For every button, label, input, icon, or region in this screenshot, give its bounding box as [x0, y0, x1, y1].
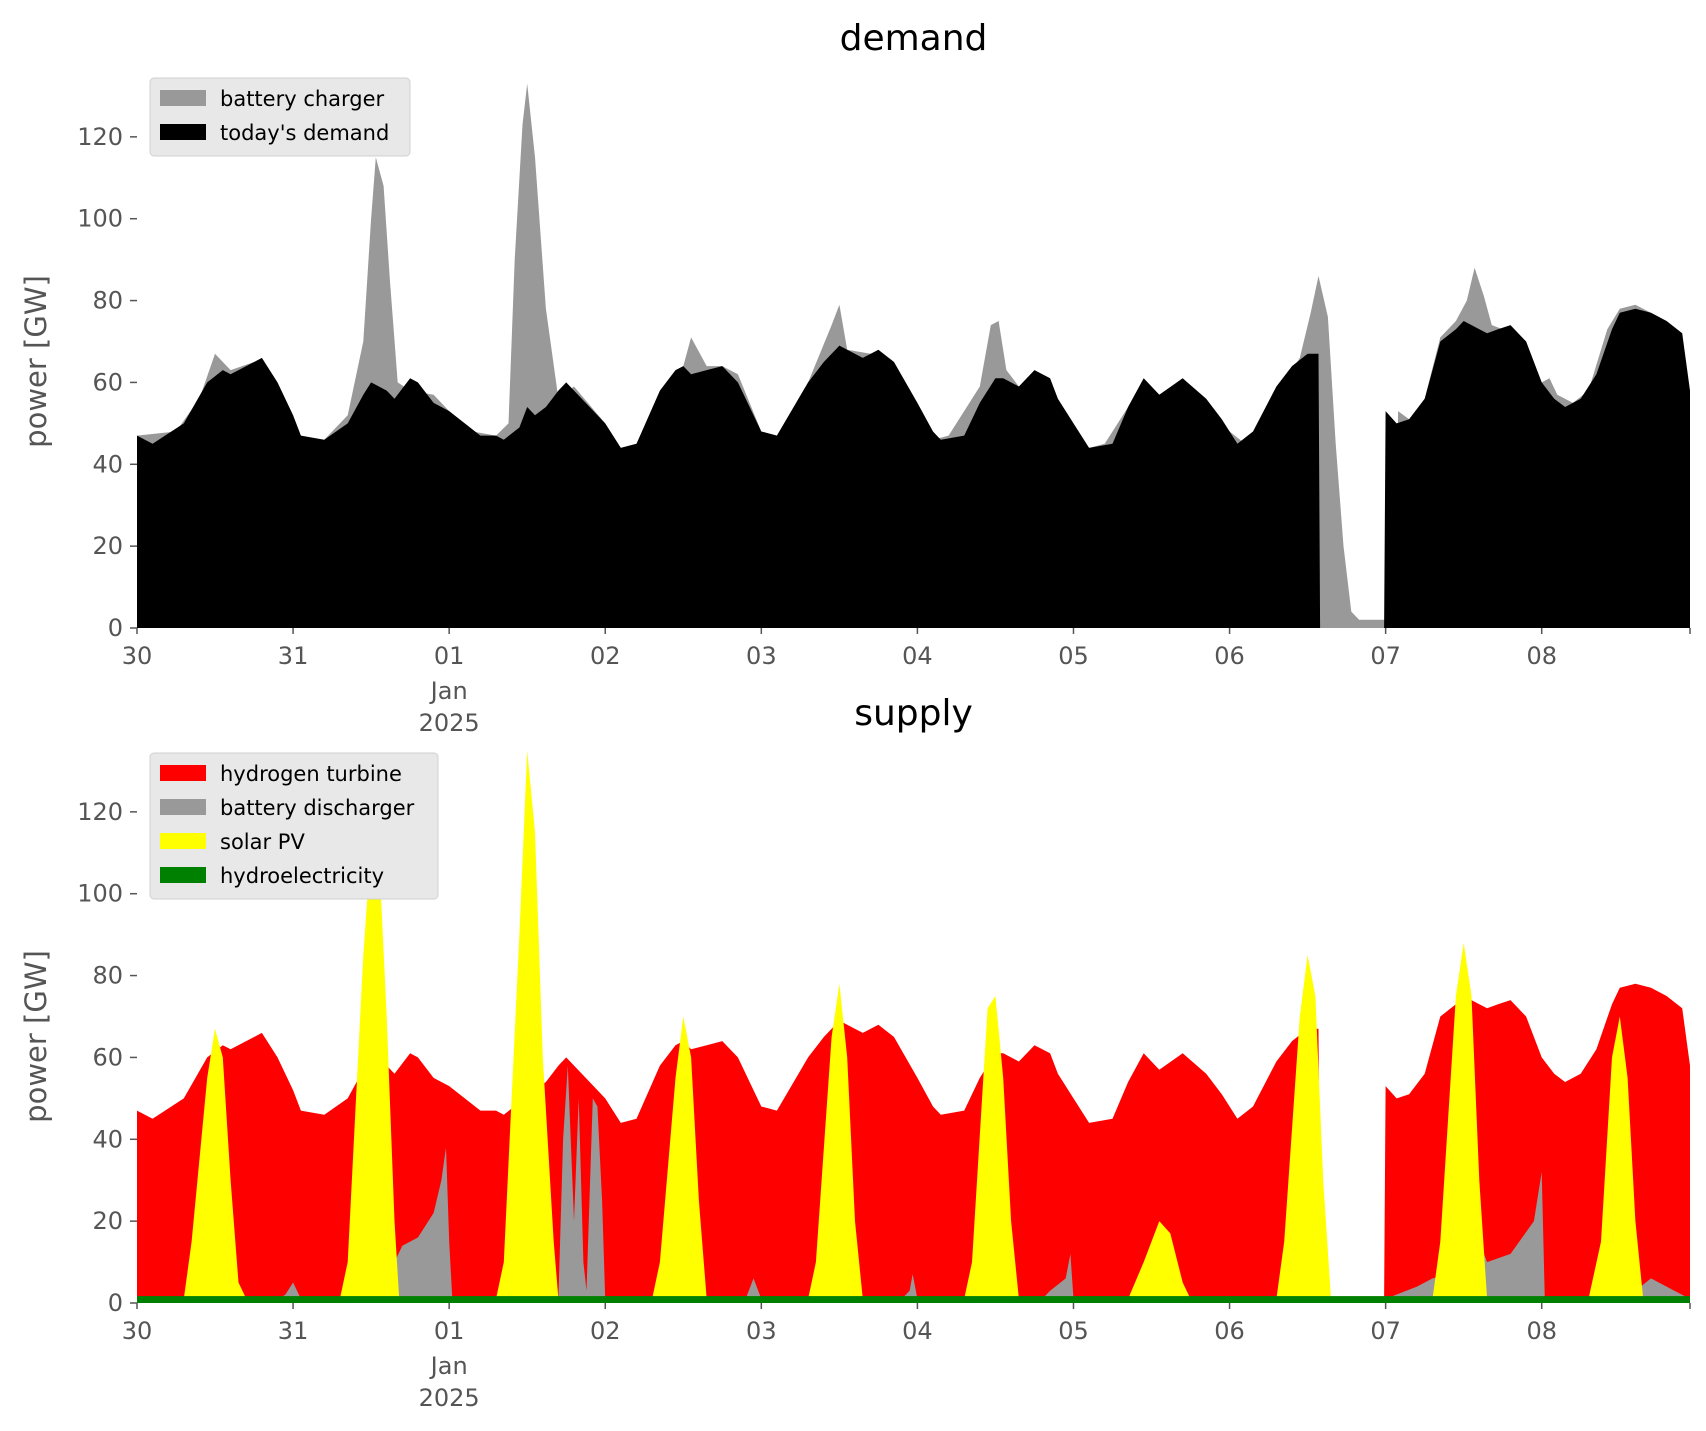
- y-tick-label: 120: [77, 798, 123, 826]
- legend-swatch: [160, 124, 206, 140]
- y-tick-label: 80: [92, 287, 123, 315]
- x-tick-label: 03: [746, 642, 777, 670]
- x-tick-label: 05: [1058, 642, 1089, 670]
- legend-label: today's demand: [220, 121, 389, 145]
- x-tick-label: 06: [1214, 642, 1245, 670]
- x-tick-label: 31: [278, 642, 309, 670]
- x-tick-label: 04: [902, 642, 933, 670]
- y-tick-label: 60: [92, 368, 123, 396]
- series-area-today-s-demand: [137, 308, 1690, 628]
- x-tick-label: 30: [122, 642, 153, 670]
- x-tick-label: 05: [1058, 1317, 1089, 1345]
- x-tick-label: 06: [1214, 1317, 1245, 1345]
- legend-box: [149, 77, 411, 157]
- x-tick-label: 04: [902, 1317, 933, 1345]
- x-tick-label: 08: [1526, 1317, 1557, 1345]
- x-tick-sublabel: Jan: [429, 1352, 468, 1380]
- x-tick-label: 01: [434, 642, 465, 670]
- legend-label: hydroelectricity: [220, 864, 384, 888]
- y-tick-label: 120: [77, 123, 123, 151]
- x-tick-sublabel: 2025: [419, 1384, 480, 1412]
- legend-swatch: [160, 90, 206, 106]
- y-tick-label: 100: [77, 205, 123, 233]
- y-tick-label: 60: [92, 1043, 123, 1071]
- legend-label: battery charger: [220, 87, 385, 111]
- x-tick-label: 31: [278, 1317, 309, 1345]
- x-tick-label: 08: [1526, 642, 1557, 670]
- x-tick-label: 07: [1370, 1317, 1401, 1345]
- legend-swatch: [160, 867, 206, 883]
- legend-swatch: [160, 833, 206, 849]
- y-tick-label: 100: [77, 880, 123, 908]
- y-axis-label: power [GW]: [19, 275, 53, 448]
- chart-title: supply: [854, 693, 973, 734]
- y-tick-label: 40: [92, 1125, 123, 1153]
- x-tick-label: 03: [746, 1317, 777, 1345]
- legend: battery charger today's demand: [149, 77, 411, 157]
- legend-swatch: [160, 765, 206, 781]
- x-tick-label: 02: [590, 642, 621, 670]
- x-tick-label: 07: [1370, 642, 1401, 670]
- legend-box: [149, 752, 439, 900]
- y-axis-label: power [GW]: [19, 950, 53, 1123]
- legend: hydrogen turbine battery discharger solar …: [149, 752, 439, 900]
- y-tick-label: 20: [92, 1207, 123, 1235]
- legend-swatch: [160, 799, 206, 815]
- y-tick-label: 0: [108, 1289, 123, 1317]
- x-tick-label: 01: [434, 1317, 465, 1345]
- x-tick-label: 30: [122, 1317, 153, 1345]
- x-tick-sublabel: Jan: [429, 677, 468, 705]
- series-area-battery-discharger: [137, 1065, 1690, 1303]
- x-tick-label: 02: [590, 1317, 621, 1345]
- chart-title: demand: [840, 18, 988, 59]
- y-tick-label: 20: [92, 532, 123, 560]
- legend-label: hydrogen turbine: [220, 762, 402, 786]
- series-area-hydroelectricity: [137, 1296, 1690, 1303]
- legend-label: battery discharger: [220, 796, 415, 820]
- y-tick-label: 80: [92, 962, 123, 990]
- x-tick-sublabel: 2025: [419, 709, 480, 737]
- y-tick-label: 40: [92, 450, 123, 478]
- legend-label: solar PV: [220, 830, 305, 854]
- series-area-solar-pv: [137, 750, 1690, 1303]
- y-tick-label: 0: [108, 614, 123, 642]
